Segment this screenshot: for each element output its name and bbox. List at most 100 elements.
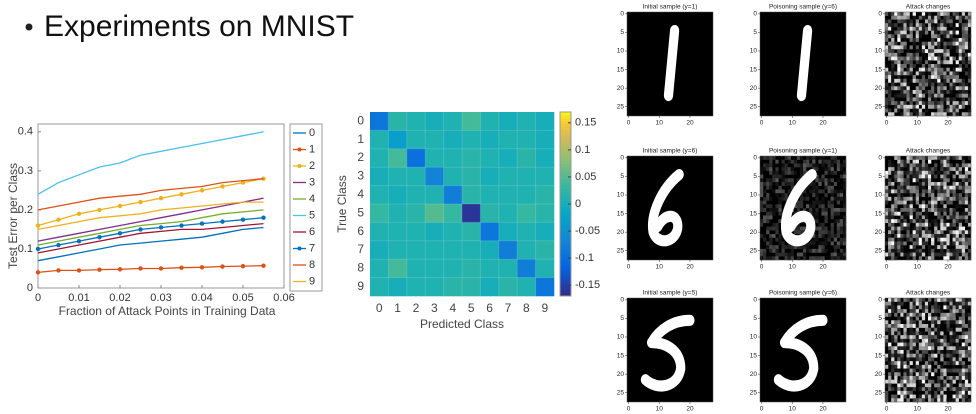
noise-pixel bbox=[937, 223, 940, 227]
noise-pixel bbox=[965, 38, 968, 42]
noise-pixel bbox=[928, 398, 931, 402]
noise-pixel bbox=[934, 197, 937, 201]
noise-pixel bbox=[913, 109, 916, 113]
noise-pixel bbox=[806, 245, 809, 249]
noise-pixel bbox=[965, 167, 968, 171]
noise-pixel bbox=[953, 215, 956, 219]
noise-pixel bbox=[821, 160, 824, 164]
noise-pixel bbox=[928, 256, 931, 260]
noise-pixel bbox=[775, 256, 778, 260]
noise-pixel bbox=[891, 60, 894, 64]
noise-pixel bbox=[956, 171, 959, 175]
noise-pixel bbox=[837, 234, 840, 238]
noise-pixel bbox=[803, 253, 806, 257]
noise-pixel bbox=[815, 227, 818, 231]
noise-pixel bbox=[885, 324, 888, 328]
noise-pixel bbox=[965, 171, 968, 175]
noise-pixel bbox=[888, 354, 891, 358]
noise-pixel bbox=[797, 230, 800, 234]
x-tick-label: 2 bbox=[413, 301, 420, 315]
noise-pixel bbox=[962, 182, 965, 186]
noise-pixel bbox=[943, 83, 946, 87]
colorbar-step bbox=[560, 253, 571, 256]
noise-pixel bbox=[769, 241, 772, 245]
image-y-tick-label: 5 bbox=[753, 315, 757, 322]
noise-pixel bbox=[965, 335, 968, 339]
noise-pixel bbox=[897, 317, 900, 321]
noise-pixel bbox=[968, 313, 971, 317]
point bbox=[179, 192, 183, 196]
noise-pixel bbox=[943, 227, 946, 231]
noise-pixel bbox=[937, 395, 940, 399]
noise-pixel bbox=[772, 227, 775, 231]
noise-pixel bbox=[885, 298, 888, 302]
noise-pixel bbox=[940, 376, 943, 380]
noise-pixel bbox=[934, 298, 937, 302]
noise-pixel bbox=[910, 204, 913, 208]
noise-pixel bbox=[897, 372, 900, 376]
noise-pixel bbox=[962, 343, 965, 347]
noise-pixel bbox=[907, 97, 910, 101]
noise-pixel bbox=[897, 86, 900, 90]
noise-pixel bbox=[965, 365, 968, 369]
noise-pixel bbox=[913, 197, 916, 201]
noise-pixel bbox=[831, 186, 834, 190]
noise-pixel bbox=[922, 105, 925, 109]
noise-pixel bbox=[916, 57, 919, 61]
noise-pixel bbox=[946, 49, 949, 53]
noise-pixel bbox=[888, 376, 891, 380]
noise-pixel bbox=[913, 376, 916, 380]
noise-pixel bbox=[950, 186, 953, 190]
noise-pixel bbox=[903, 182, 906, 186]
noise-pixel bbox=[953, 178, 956, 182]
colorbar-step bbox=[560, 281, 571, 284]
noise-pixel bbox=[900, 49, 903, 53]
noise-pixel bbox=[903, 163, 906, 167]
heatmap-cell bbox=[407, 259, 426, 278]
noise-pixel bbox=[891, 49, 894, 53]
heatmap-cell bbox=[388, 167, 407, 186]
noise-pixel bbox=[885, 305, 888, 309]
noise-pixel bbox=[959, 249, 962, 253]
heatmap-cell bbox=[425, 222, 444, 241]
image-x-tick-label: 0 bbox=[760, 264, 764, 271]
noise-pixel bbox=[962, 197, 965, 201]
noise-pixel bbox=[953, 68, 956, 72]
noise-pixel bbox=[818, 249, 821, 253]
noise-pixel bbox=[946, 328, 949, 332]
noise-pixel bbox=[916, 53, 919, 57]
noise-pixel bbox=[965, 201, 968, 205]
image-y-tick-label: 5 bbox=[620, 29, 624, 36]
noise-pixel bbox=[959, 317, 962, 321]
noise-pixel bbox=[916, 249, 919, 253]
noise-pixel bbox=[931, 193, 934, 197]
noise-pixel bbox=[903, 395, 906, 399]
noise-pixel bbox=[894, 331, 897, 335]
noise-pixel bbox=[953, 156, 956, 160]
colorbar-step bbox=[560, 195, 571, 198]
legend-label: 8 bbox=[309, 259, 315, 271]
noise-pixel bbox=[925, 372, 928, 376]
heatmap-cell bbox=[388, 259, 407, 278]
noise-pixel bbox=[903, 365, 906, 369]
noise-pixel bbox=[943, 189, 946, 193]
noise-pixel bbox=[910, 31, 913, 35]
noise-pixel bbox=[956, 395, 959, 399]
noise-pixel bbox=[962, 83, 965, 87]
noise-pixel bbox=[837, 219, 840, 223]
noise-pixel bbox=[922, 302, 925, 306]
noise-pixel bbox=[931, 38, 934, 42]
noise-pixel bbox=[769, 204, 772, 208]
noise-pixel bbox=[766, 227, 769, 231]
noise-pixel bbox=[940, 230, 943, 234]
noise-pixel bbox=[925, 346, 928, 350]
noise-pixel bbox=[940, 49, 943, 53]
noise-pixel bbox=[934, 201, 937, 205]
noise-pixel bbox=[766, 241, 769, 245]
noise-pixel bbox=[931, 253, 934, 257]
noise-pixel bbox=[818, 182, 821, 186]
colorbar-label: 0.05 bbox=[575, 171, 596, 183]
noise-pixel bbox=[785, 253, 788, 257]
noise-pixel bbox=[934, 305, 937, 309]
heatmap-cell bbox=[425, 241, 444, 260]
